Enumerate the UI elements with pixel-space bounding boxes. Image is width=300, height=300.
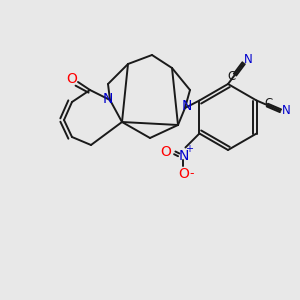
Text: N: N	[244, 53, 253, 66]
Text: O: O	[160, 145, 171, 158]
Text: N: N	[282, 104, 291, 117]
Text: C: C	[227, 70, 235, 83]
Text: O: O	[178, 167, 189, 181]
Text: N: N	[178, 148, 189, 163]
Text: C: C	[264, 97, 272, 110]
Text: +: +	[185, 145, 194, 154]
Text: N: N	[182, 99, 192, 113]
Text: N: N	[103, 92, 113, 106]
Text: O: O	[67, 72, 77, 86]
Text: -: -	[189, 167, 194, 180]
